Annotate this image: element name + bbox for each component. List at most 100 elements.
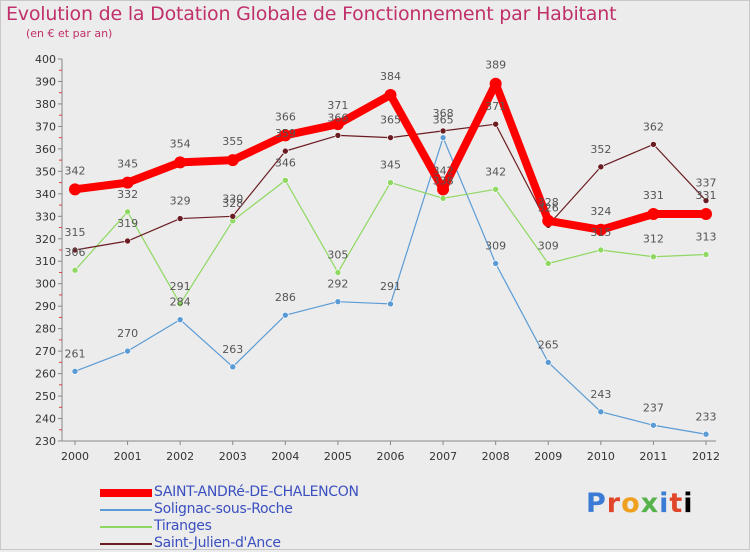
data-label: 305 [327, 248, 348, 261]
data-label: 315 [65, 226, 86, 239]
data-point [71, 368, 79, 375]
legend-item: Saint-Julien-d'Ance [100, 535, 420, 552]
data-label: 346 [275, 156, 296, 169]
y-tick-label: 280 [35, 323, 56, 336]
data-label: 362 [643, 120, 664, 133]
data-label: 368 [433, 107, 454, 120]
logo-letter: t [669, 488, 684, 519]
legend-swatch [100, 509, 152, 511]
y-tick-label: 360 [35, 143, 56, 156]
data-label: 329 [170, 195, 191, 208]
data-label: 359 [275, 127, 296, 140]
data-label: 345 [117, 158, 138, 171]
legend-item: Solignac-sous-Roche [100, 501, 420, 518]
data-point [492, 120, 499, 128]
data-point [69, 183, 81, 196]
logo-letter: r [606, 488, 622, 519]
y-tick-label: 230 [35, 435, 56, 448]
data-point [121, 176, 134, 189]
chart-legend: SAINT-ANDRé-DE-CHALENCON Solignac-sous-Ro… [100, 484, 420, 552]
data-label: 291 [170, 280, 191, 293]
y-tick-label: 380 [35, 98, 56, 111]
chart-subtitle: (en € et par an) [26, 27, 113, 40]
data-point [282, 311, 289, 319]
data-point [387, 134, 394, 141]
y-tick-label: 270 [35, 345, 56, 358]
data-label: 328 [222, 197, 243, 210]
y-tick-label: 250 [35, 390, 56, 403]
x-tick-label: 2011 [639, 450, 667, 463]
legend-label: SAINT-ANDRé-DE-CHALENCON [154, 484, 359, 500]
line-chart: 230 240 250 260 270 280 290 300 310 320 330 340 350 3… [35, 53, 720, 463]
data-label: 331 [643, 189, 664, 202]
proxiti-logo: Proxiti [586, 488, 694, 519]
data-point [334, 269, 342, 276]
data-label: 309 [485, 239, 506, 252]
data-point [650, 141, 657, 148]
x-tick-label: 2006 [377, 450, 405, 463]
data-label: 315 [590, 226, 611, 239]
x-tick-label: 2008 [482, 450, 510, 463]
legend-item: Tiranges [100, 518, 420, 535]
chart-title: Evolution de la Dotation Globale de Fonc… [6, 3, 617, 25]
data-point [597, 408, 605, 416]
logo-letter: i [683, 488, 694, 519]
y-tick-label: 310 [35, 255, 56, 268]
data-label: 331 [696, 189, 717, 202]
data-point [650, 253, 657, 261]
x-tick-label: 2004 [271, 450, 299, 463]
data-label: 319 [117, 217, 138, 230]
data-point [331, 118, 344, 131]
data-point [702, 251, 710, 258]
data-label: 243 [590, 388, 611, 401]
y-tick-label: 300 [35, 278, 56, 291]
data-label: 342 [433, 164, 454, 177]
data-label: 366 [327, 111, 348, 124]
data-label: 332 [117, 188, 138, 201]
data-point [334, 132, 342, 139]
data-label: 365 [433, 114, 454, 127]
data-label: 326 [538, 201, 559, 214]
data-point [174, 156, 187, 169]
y-tick-label: 400 [35, 53, 56, 66]
data-point [282, 147, 289, 155]
data-point [492, 186, 499, 193]
y-tick-label: 320 [35, 233, 56, 246]
legend-swatch [100, 526, 152, 528]
data-point [439, 195, 447, 202]
data-label: 330 [222, 192, 243, 205]
legend-label: Solignac-sous-Roche [154, 501, 293, 517]
data-point [597, 163, 605, 171]
data-point [700, 208, 712, 221]
y-tick-label: 290 [35, 300, 56, 313]
y-tick-label: 350 [35, 165, 56, 178]
data-point [176, 300, 184, 308]
data-point [437, 183, 450, 196]
y-tick-label: 370 [35, 120, 56, 133]
data-label: 261 [65, 347, 86, 360]
data-point [226, 154, 239, 167]
x-tick-label: 2007 [429, 450, 457, 463]
data-label: 233 [696, 410, 717, 423]
data-label: 371 [485, 100, 506, 113]
x-tick-label: 2012 [692, 450, 720, 463]
data-point [334, 298, 342, 305]
data-point [229, 363, 237, 371]
data-label: 338 [433, 174, 454, 187]
data-label: 366 [275, 110, 296, 123]
data-label: 270 [117, 327, 138, 340]
logo-letter: i [659, 488, 670, 519]
y-tick-label: 260 [35, 368, 56, 381]
data-point [229, 212, 237, 220]
data-label: 265 [538, 338, 559, 351]
logo-letter: o [621, 488, 641, 519]
data-label: 389 [485, 59, 506, 72]
legend-label: Tiranges [154, 518, 212, 534]
data-point [439, 127, 447, 135]
data-point [702, 430, 710, 438]
y-tick-label: 340 [35, 188, 56, 201]
data-point [597, 246, 605, 254]
data-label: 354 [170, 137, 191, 150]
data-label: 328 [538, 196, 559, 209]
x-tick-label: 2002 [166, 450, 194, 463]
